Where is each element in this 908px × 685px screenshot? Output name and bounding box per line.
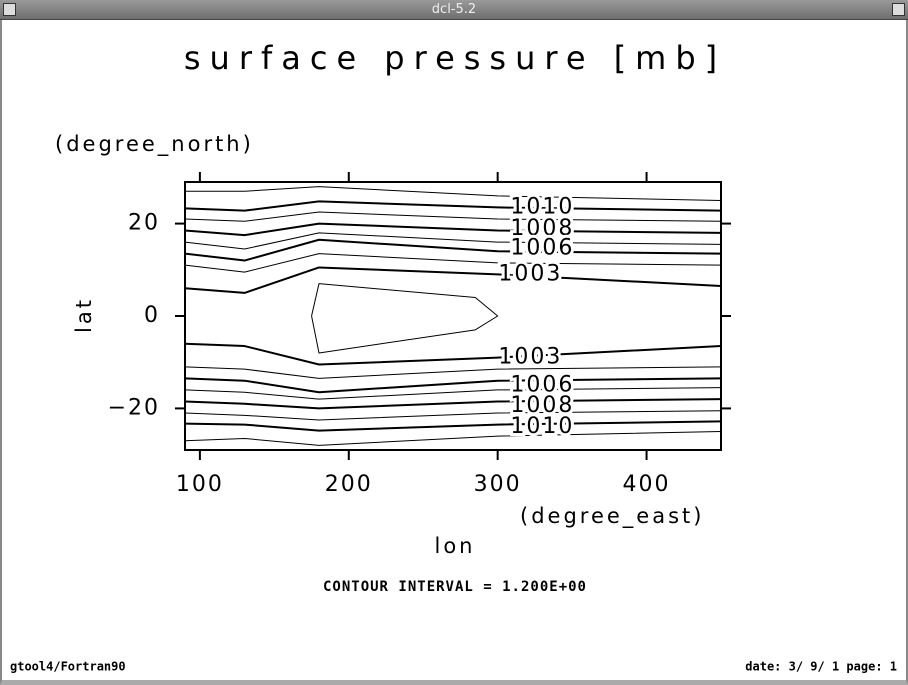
contour-label: 1006 — [510, 372, 574, 397]
footer-right: date: 3/ 9/ 1 page: 1 — [745, 660, 897, 674]
window-menu-button[interactable] — [3, 3, 16, 16]
x-tick-label: 200 — [325, 472, 373, 497]
contour-line — [184, 410, 722, 421]
contour-line — [311, 283, 499, 354]
contour-label: 1010 — [510, 414, 574, 439]
x-tick-label: 400 — [623, 472, 671, 497]
footer-left: gtool4/Fortran90 — [10, 660, 126, 674]
window-maximize-button[interactable] — [892, 3, 905, 16]
contour-line — [184, 398, 722, 410]
contour-label: 1008 — [510, 393, 574, 418]
contour-line — [184, 200, 722, 212]
x-tick-label: 100 — [176, 472, 224, 497]
contour-interval-note: CONTOUR INTERVAL = 1.200E+00 — [323, 579, 587, 595]
contour-line — [184, 222, 722, 237]
y-tick-label: 0 — [144, 303, 160, 328]
contour-line — [184, 342, 722, 366]
contour-line — [184, 211, 722, 222]
contour-label: 1003 — [498, 261, 562, 286]
contour-line — [184, 420, 722, 432]
y-axis-label: lat — [72, 297, 96, 333]
plot-frame — [184, 181, 722, 451]
chart-title: surface pressure [mb] — [184, 39, 726, 77]
contour-line — [184, 253, 722, 273]
contour-line — [184, 387, 722, 400]
window-titlebar: dcl-5.2 — [0, 0, 908, 20]
contour-line — [184, 431, 722, 446]
contour-label: 1010 — [510, 194, 574, 219]
contour-label: 1008 — [510, 216, 574, 241]
x-tick-label: 300 — [474, 472, 522, 497]
contour-line — [184, 377, 722, 394]
y-unit: (degree_north) — [55, 132, 254, 157]
contour-label: 1006 — [510, 236, 574, 261]
y-tick-label: −20 — [108, 395, 160, 420]
contour-line — [184, 232, 722, 250]
window-title: dcl-5.2 — [431, 2, 477, 17]
contour-label: 1003 — [498, 345, 562, 370]
y-tick-label: 20 — [128, 211, 160, 236]
contour-line — [184, 238, 722, 262]
contour-line — [184, 366, 722, 379]
contour-line — [185, 186, 722, 201]
contour-line — [184, 266, 722, 294]
x-axis-label: lon — [435, 534, 476, 558]
x-unit: (degree_east) — [520, 504, 704, 529]
window-frame — [0, 20, 908, 685]
